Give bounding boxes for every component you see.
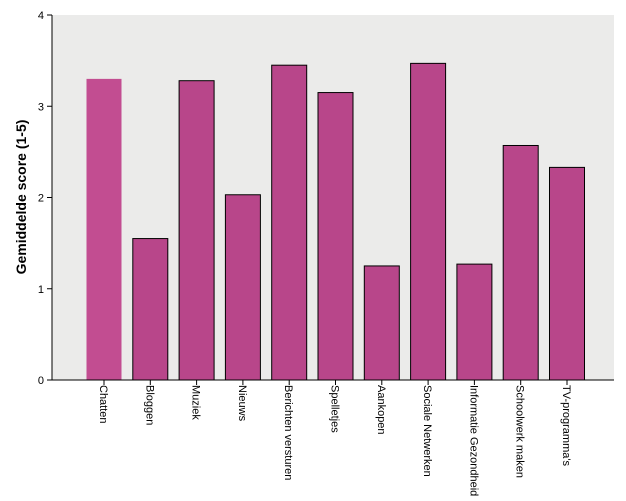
y-tick-label: 1 [38, 284, 44, 296]
x-categories-layer: Chatten Bloggen Muziek Nieuws Berichten vers… [97, 380, 572, 496]
y-tick-label: 2 [38, 193, 44, 205]
x-category-label: TV-programma's [560, 385, 572, 466]
y-axis-label: Gemiddelde score (1-5) [13, 120, 29, 275]
y-tick-label: 0 [38, 375, 44, 387]
bar [178, 80, 215, 381]
y-tick-label: 3 [38, 101, 44, 113]
x-category-label: Informatie Gezondheid [467, 385, 479, 496]
bar [410, 62, 447, 381]
bar [317, 92, 354, 381]
x-category-label: Berichten versturen [282, 385, 294, 480]
bar [549, 166, 585, 381]
y-tick-label: 4 [38, 10, 44, 22]
bar [86, 78, 122, 380]
bar [363, 265, 400, 381]
bars-layer [86, 62, 585, 381]
x-category-label: Nieuws [236, 385, 248, 422]
bar [502, 144, 539, 381]
x-category-label: Muziek [190, 385, 202, 420]
x-category-label: Schoolwerk maken [514, 385, 526, 478]
x-category-label: Bloggen [143, 385, 155, 425]
x-category-label: Sociale Netwerken [421, 385, 433, 477]
bar [224, 194, 261, 381]
bar [271, 64, 308, 381]
bar [132, 238, 169, 381]
x-category-label: Aankopen [375, 385, 387, 435]
x-category-label: Chatten [97, 385, 109, 424]
y-ticks-layer: 0 1 2 3 4 [38, 10, 52, 387]
x-category-label: Spelletjes [329, 385, 341, 433]
bar [456, 263, 493, 381]
